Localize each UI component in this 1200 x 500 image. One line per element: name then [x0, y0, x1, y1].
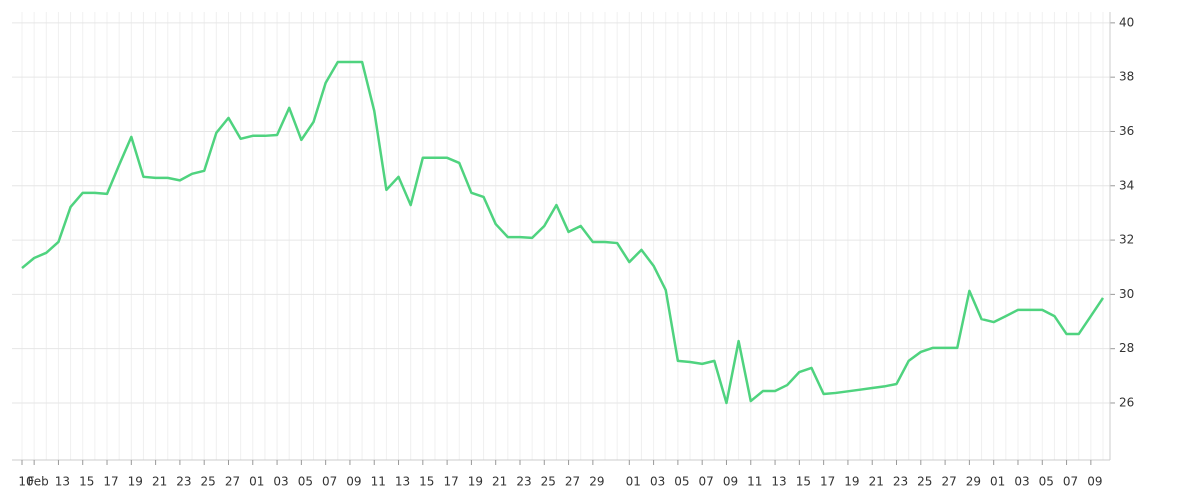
x-tick-label: 29: [589, 475, 604, 489]
x-tick-label: 09: [723, 475, 738, 489]
x-tick-label: 15: [79, 475, 94, 489]
x-tick-label: 01: [626, 475, 641, 489]
x-tick-label: 05: [1039, 475, 1054, 489]
x-tick-label: 17: [443, 475, 458, 489]
x-tick-label: 23: [516, 475, 531, 489]
y-tick-label: 30: [1119, 287, 1134, 301]
x-tick-label: 07: [322, 475, 337, 489]
x-tick-label: 27: [941, 475, 956, 489]
x-tick-label: Feb: [28, 475, 49, 489]
x-tick-label: 09: [1087, 475, 1102, 489]
x-tick-label: 01: [990, 475, 1005, 489]
y-tick-label: 34: [1119, 178, 1134, 192]
x-tick-label: 05: [674, 475, 689, 489]
x-tick-label: 19: [844, 475, 859, 489]
x-tick-label: 19: [468, 475, 483, 489]
line: [21, 60, 1105, 405]
x-tick-label: 25: [201, 475, 216, 489]
x-tick-label: 11: [747, 475, 762, 489]
x-tick-label: 13: [771, 475, 786, 489]
x-tick-label: 17: [820, 475, 835, 489]
y-tick-label: 32: [1119, 233, 1134, 247]
x-tick-label: 17: [103, 475, 118, 489]
x-tick-label: 07: [699, 475, 714, 489]
x-tick-label: 23: [176, 475, 191, 489]
x-tick-label: 11: [371, 475, 386, 489]
y-tick-label: 26: [1119, 395, 1134, 409]
y-tick-label: 38: [1119, 70, 1134, 84]
x-tick-label: 10: [18, 475, 33, 489]
x-tick-label: 01: [249, 475, 264, 489]
x-tick-label: 27: [565, 475, 580, 489]
x-tick-label: 09: [346, 475, 361, 489]
y-tick-label: 40: [1119, 15, 1134, 29]
x-tick-label: 13: [55, 475, 70, 489]
x-tick-label: 25: [917, 475, 932, 489]
x-tick-label: 03: [650, 475, 665, 489]
y-tick-label: 28: [1119, 341, 1134, 355]
x-tick-label: 27: [225, 475, 240, 489]
x-tick-label: 23: [893, 475, 908, 489]
x-tick-label: 21: [152, 475, 167, 489]
x-tick-label: 05: [298, 475, 313, 489]
x-tick-label: 29: [966, 475, 981, 489]
x-tick-label: 21: [492, 475, 507, 489]
x-tick-label: 25: [541, 475, 556, 489]
x-tick-label: 15: [419, 475, 434, 489]
x-tick-label: 03: [1014, 475, 1029, 489]
x-tick-label: 07: [1063, 475, 1078, 489]
x-tick-label: 03: [273, 475, 288, 489]
y-tick-label: 36: [1119, 124, 1134, 138]
x-tick-label: 19: [128, 475, 143, 489]
x-tick-label: 13: [395, 475, 410, 489]
x-tick-label: 21: [869, 475, 884, 489]
x-tick-label: 15: [796, 475, 811, 489]
